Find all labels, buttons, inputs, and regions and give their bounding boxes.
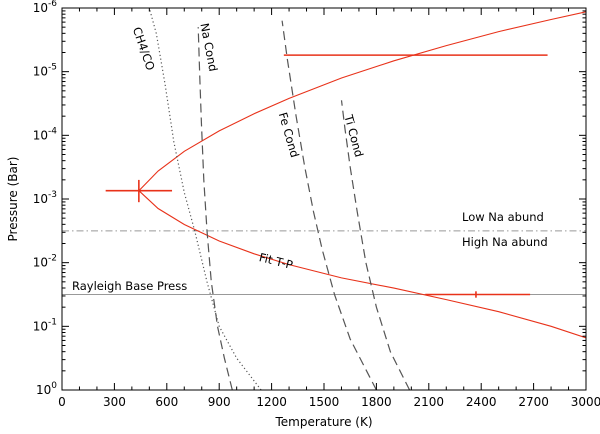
plot-frame (61, 7, 587, 391)
label-ch4-co: CH4/CO (130, 25, 158, 72)
x-tick-label: 1200 (256, 395, 287, 409)
x-tick-label: 2400 (466, 395, 497, 409)
label-rayleigh: Rayleigh Base Press (72, 279, 187, 293)
y-tick-label: 10-6 (33, 0, 58, 15)
x-axis-title: Temperature (K) (274, 415, 372, 429)
label-high-na: High Na abund (462, 235, 548, 249)
x-tick-label: 0 (58, 395, 66, 409)
x-tick-label: 2700 (518, 395, 549, 409)
y-axis-title: Pressure (Bar) (6, 157, 20, 242)
x-tick-label: 1800 (361, 395, 392, 409)
x-tick-label: 900 (208, 395, 231, 409)
x-tick-label: 1500 (309, 395, 340, 409)
y-tick-label: 10-4 (33, 126, 58, 142)
x-tick-label: 2100 (414, 395, 445, 409)
label-na-cond: Na Cond (197, 22, 220, 73)
y-tick-label: 10-1 (33, 317, 57, 333)
error-bars-layer (105, 54, 548, 298)
label-ti-cond: Ti Cond (341, 112, 366, 158)
series-line-na-cond (197, 27, 233, 390)
label-fit-tp: Fit T-P (258, 250, 295, 272)
x-tick-label: 3000 (571, 395, 600, 409)
series-line-fe-cond (281, 20, 377, 390)
label-low-na: Low Na abund (462, 210, 544, 224)
y-tick-label: 10-3 (33, 190, 57, 206)
y-tick-label: 100 (36, 381, 57, 397)
series-line-ti-cond (340, 100, 411, 390)
ticks-layer: 0 300 600 900 1200 1500 1800 2100 2400 2700 3000 10… (33, 0, 600, 409)
series-line-ch4-co (148, 8, 262, 390)
x-tick-label: 600 (155, 395, 178, 409)
label-fe-cond: Fe Cond (276, 111, 302, 159)
y-tick-label: 10-5 (33, 63, 57, 79)
x-tick-label: 300 (103, 395, 126, 409)
y-tick-label: 10-2 (33, 254, 57, 270)
